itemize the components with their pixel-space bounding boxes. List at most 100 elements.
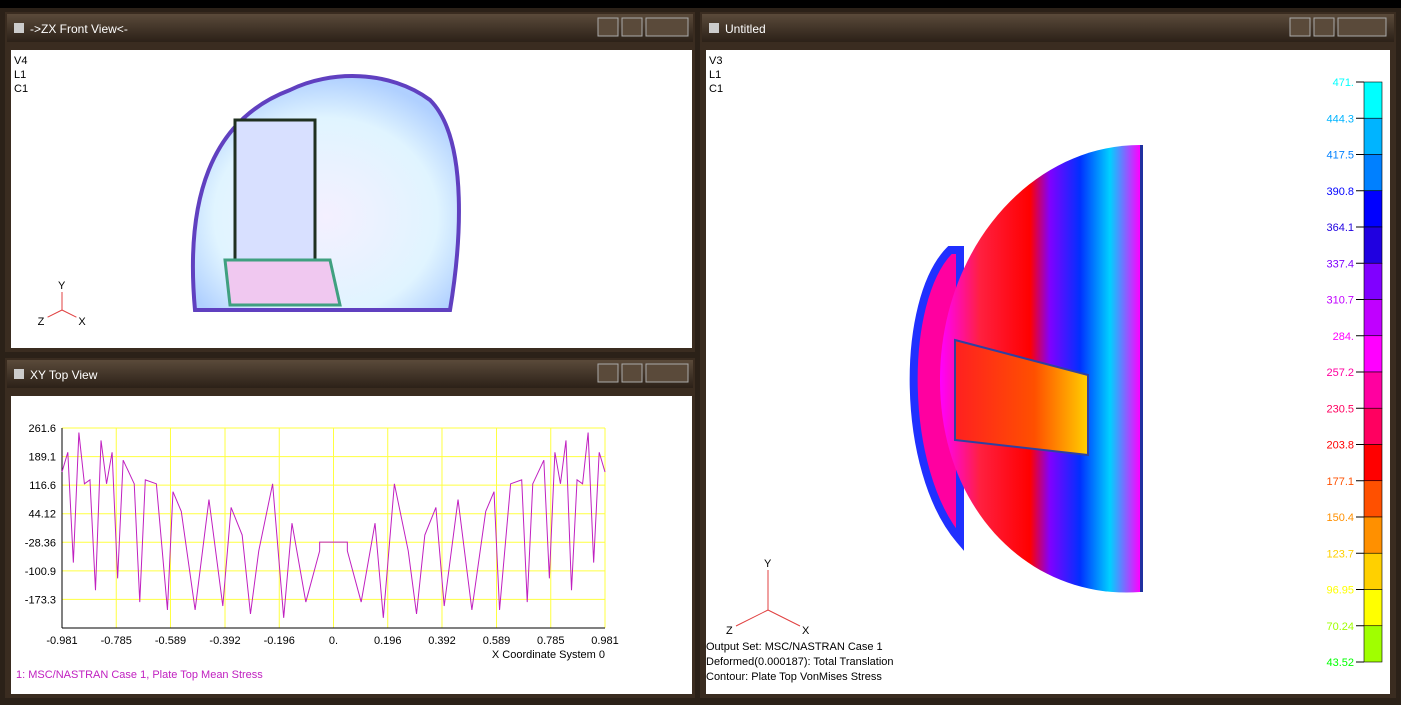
x-tick-label: 0.392 <box>428 635 456 647</box>
triad-label: Y <box>764 558 772 570</box>
triad-label: X <box>78 316 86 328</box>
legend-swatch <box>1363 480 1383 518</box>
legend-label: 230.5 <box>1326 403 1354 415</box>
triad-label: Y <box>58 280 66 292</box>
axis-x <box>767 609 801 627</box>
x-tick-label: -0.392 <box>209 635 240 647</box>
axis-z <box>735 609 769 627</box>
view-label: C1 <box>709 83 723 95</box>
legend-swatch <box>1363 335 1383 373</box>
y-tick-label: -100.9 <box>25 566 56 578</box>
close-button[interactable] <box>1337 17 1387 37</box>
y-tick-label: 116.6 <box>29 480 56 492</box>
legend-label: 337.4 <box>1326 258 1354 270</box>
legend-label: 417.5 <box>1326 150 1354 162</box>
legend-label: 203.8 <box>1326 440 1354 452</box>
front-window: ->ZX Front View<- <box>5 12 695 352</box>
legend-swatch <box>1363 190 1383 228</box>
x-tick-label: 0.981 <box>591 635 619 647</box>
view-label: C1 <box>14 83 28 95</box>
icon <box>14 369 24 379</box>
icon <box>709 23 719 33</box>
window-title: XY Top View <box>30 368 98 382</box>
view-label: L1 <box>14 69 26 81</box>
x-axis-label: X Coordinate System 0 <box>492 649 605 661</box>
x-tick-label: 0.196 <box>374 635 402 647</box>
legend-label: 390.8 <box>1326 186 1354 198</box>
top-strip <box>0 0 1401 8</box>
axis-z <box>47 309 63 318</box>
legend-label: 310.7 <box>1326 295 1354 307</box>
legend-label: 471. <box>1333 77 1354 89</box>
legend-swatch <box>1363 552 1383 590</box>
min-button[interactable] <box>1289 17 1311 37</box>
x-tick-label: -0.785 <box>101 635 132 647</box>
legend-swatch <box>1363 589 1383 627</box>
x-tick-label: -0.196 <box>264 635 295 647</box>
x-tick-label: -0.981 <box>46 635 77 647</box>
legend-entry: 1: MSC/NASTRAN Case 1, Plate Top Mean St… <box>16 669 263 681</box>
triad-label: Z <box>38 316 45 328</box>
top-window: XY Top View <box>5 358 695 698</box>
info-text: Contour: Plate Top VonMises Stress <box>706 671 882 683</box>
model-panel <box>233 118 317 262</box>
axis-x <box>61 309 77 318</box>
y-tick-label: 261.6 <box>28 423 56 435</box>
max-button[interactable] <box>621 17 643 37</box>
legend-swatch <box>1363 371 1383 409</box>
legend-label: 364.1 <box>1326 222 1354 234</box>
legend-swatch <box>1363 407 1383 445</box>
legend-swatch <box>1363 154 1383 192</box>
y-tick-label: 44.12 <box>28 509 56 521</box>
title-bar <box>702 14 1394 42</box>
info-text: Deformed(0.000187): Total Translation <box>706 656 894 668</box>
legend-label: 150.4 <box>1326 512 1354 524</box>
title-bar <box>7 360 693 388</box>
legend-label: 284. <box>1333 331 1354 343</box>
close-button[interactable] <box>645 363 689 383</box>
triad-label: X <box>802 625 810 637</box>
model-edge <box>1140 145 1143 592</box>
main-window: Untitled <box>700 12 1396 698</box>
legend-label: 123.7 <box>1326 548 1354 560</box>
view-label: L1 <box>709 69 721 81</box>
model-panel <box>223 258 342 307</box>
legend-swatch <box>1363 625 1383 663</box>
min-button[interactable] <box>597 17 619 37</box>
y-tick-label: 189.1 <box>28 452 56 464</box>
series-line <box>61 432 606 618</box>
viewport <box>11 396 692 694</box>
view-label: V3 <box>709 55 722 67</box>
legend-label: 96.95 <box>1326 585 1354 597</box>
icon <box>14 23 24 33</box>
x-tick-label: -0.589 <box>155 635 186 647</box>
window-title: ->ZX Front View<- <box>30 22 128 36</box>
info-text: Output Set: MSC/NASTRAN Case 1 <box>706 641 883 653</box>
max-button[interactable] <box>1313 17 1335 37</box>
triad-label: Z <box>726 625 733 637</box>
y-tick-label: -28.36 <box>25 537 56 549</box>
legend-swatch <box>1363 226 1383 264</box>
close-button[interactable] <box>645 17 689 37</box>
view-label: V4 <box>14 55 27 67</box>
legend-swatch <box>1363 117 1383 155</box>
legend-swatch <box>1363 516 1383 554</box>
window-title: Untitled <box>725 22 766 36</box>
legend-swatch <box>1363 299 1383 337</box>
legend-label: 444.3 <box>1326 113 1354 125</box>
legend-label: 177.1 <box>1326 476 1354 488</box>
legend-label: 257.2 <box>1326 367 1354 379</box>
legend-swatch <box>1363 444 1383 482</box>
y-tick-label: -173.3 <box>25 594 56 606</box>
title-bar <box>7 14 693 42</box>
min-button[interactable] <box>597 363 619 383</box>
legend-label: 70.24 <box>1326 621 1354 633</box>
legend-label: 43.52 <box>1326 657 1354 669</box>
x-tick-label: 0.785 <box>537 635 565 647</box>
x-tick-label: 0.589 <box>483 635 511 647</box>
legend-swatch <box>1363 81 1383 119</box>
max-button[interactable] <box>621 363 643 383</box>
x-tick-label: 0. <box>329 635 338 647</box>
